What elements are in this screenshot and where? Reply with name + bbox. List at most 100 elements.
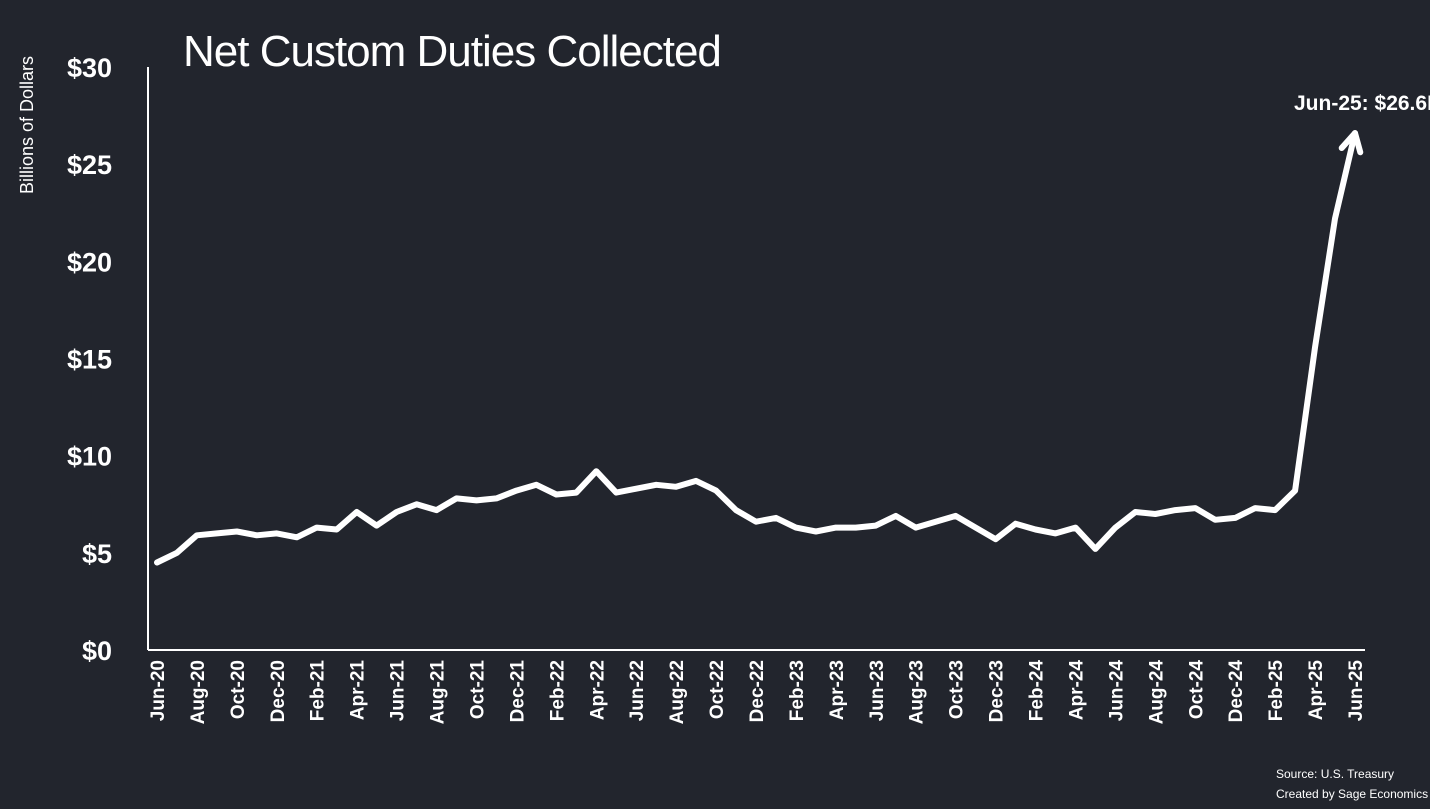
x-tick-label: Dec-23 <box>987 660 1008 722</box>
data-point <box>1112 525 1118 531</box>
data-point <box>1033 527 1038 532</box>
data-point <box>793 525 799 531</box>
data-points <box>154 130 1358 565</box>
data-point <box>1152 511 1158 517</box>
data-point <box>234 529 240 534</box>
x-tick-label: Aug-22 <box>667 660 688 724</box>
data-point <box>753 519 759 525</box>
data-point <box>294 534 300 540</box>
x-tick-label: Aug-21 <box>428 660 449 725</box>
data-point <box>174 550 180 556</box>
x-tick-label: Apr-22 <box>587 660 608 720</box>
x-tick-label: Jun-23 <box>867 660 888 721</box>
data-point <box>274 530 280 536</box>
x-axis-ticks: Jun-20 Aug-20 Oct-20 Dec-20 Feb-21 Apr-21 Jun-… <box>148 660 1367 725</box>
data-point <box>214 530 220 536</box>
data-point <box>613 490 619 496</box>
data-point <box>1232 515 1238 521</box>
data-point <box>513 488 519 494</box>
data-point <box>953 513 959 519</box>
data-point <box>673 484 679 490</box>
data-point <box>474 497 479 503</box>
series-line <box>154 130 1358 566</box>
data-point <box>773 515 779 521</box>
data-point <box>254 532 260 538</box>
data-point <box>1092 546 1098 552</box>
data-point <box>154 560 160 565</box>
y-tick-label: $0 <box>82 636 112 666</box>
x-tick-label: Aug-20 <box>188 660 209 724</box>
data-point <box>454 495 459 501</box>
data-point <box>813 529 819 534</box>
x-tick-label: Feb-24 <box>1027 660 1048 722</box>
x-tick-label: Apr-21 <box>348 660 369 721</box>
x-tick-label: Dec-24 <box>1226 660 1247 723</box>
y-tick-label: $10 <box>67 442 112 472</box>
data-point <box>593 468 599 474</box>
arrow-head-icon <box>1338 130 1364 156</box>
x-tick-label: Feb-22 <box>547 660 568 721</box>
data-point <box>1013 521 1019 527</box>
data-point <box>493 495 499 501</box>
data-point <box>1172 507 1178 513</box>
y-tick-label: $5 <box>82 539 112 569</box>
data-point <box>693 478 699 484</box>
data-point <box>1292 488 1298 494</box>
x-tick-label: Apr-23 <box>827 660 848 720</box>
data-point <box>434 507 439 513</box>
data-point <box>973 525 979 531</box>
x-tick-label: Apr-24 <box>1066 660 1087 721</box>
x-tick-label: Oct-24 <box>1186 660 1207 720</box>
data-point <box>1132 509 1138 515</box>
data-point <box>1252 505 1258 511</box>
source-text: Source: U.S. Treasury <box>1276 767 1394 781</box>
x-tick-label: Dec-22 <box>747 660 768 722</box>
x-tick-label: Dec-20 <box>268 660 289 722</box>
data-point <box>633 486 639 492</box>
peak-annotation: Jun-25: $26.6B <box>1294 92 1430 115</box>
x-tick-label: Jun-20 <box>148 660 169 721</box>
credit-text: Created by Sage Economics <box>1276 787 1428 801</box>
data-point <box>394 509 400 515</box>
data-point <box>893 513 899 519</box>
x-tick-label: Dec-21 <box>507 660 528 723</box>
data-point <box>1332 216 1338 222</box>
x-tick-label: Aug-23 <box>907 660 928 724</box>
data-point <box>374 523 380 529</box>
x-tick-label: Feb-23 <box>787 660 808 721</box>
data-point <box>1192 505 1198 511</box>
y-axis-label: Billions of Dollars <box>17 56 37 194</box>
data-point <box>533 482 539 488</box>
data-point <box>414 501 420 507</box>
data-point <box>1312 344 1318 350</box>
x-tick-label: Oct-20 <box>228 660 249 719</box>
y-tick-label: $30 <box>67 53 112 83</box>
data-point <box>653 482 659 488</box>
data-point <box>913 525 919 531</box>
data-point <box>713 488 719 494</box>
data-point <box>993 536 999 542</box>
data-point <box>873 523 879 529</box>
y-tick-label: $20 <box>67 247 112 277</box>
chart-title: Net Custom Duties Collected <box>183 27 721 76</box>
data-point <box>334 527 340 532</box>
data-point <box>573 490 579 496</box>
x-tick-label: Oct-22 <box>707 660 728 719</box>
data-point <box>354 509 360 515</box>
x-tick-label: Feb-21 <box>308 660 329 722</box>
x-tick-label: Aug-24 <box>1146 660 1167 725</box>
y-tick-label: $25 <box>67 150 112 180</box>
data-point <box>194 532 200 538</box>
x-tick-label: Oct-21 <box>467 660 488 720</box>
x-tick-label: Jun-24 <box>1106 660 1127 722</box>
data-point <box>933 519 939 525</box>
y-tick-label: $15 <box>67 345 112 375</box>
data-point <box>1212 517 1218 523</box>
data-point <box>1053 530 1058 536</box>
x-tick-label: Jun-22 <box>627 660 648 721</box>
data-point <box>553 492 559 497</box>
data-point <box>733 507 739 513</box>
x-tick-label: Jun-21 <box>388 660 409 722</box>
x-tick-label: Jun-25 <box>1346 660 1367 722</box>
